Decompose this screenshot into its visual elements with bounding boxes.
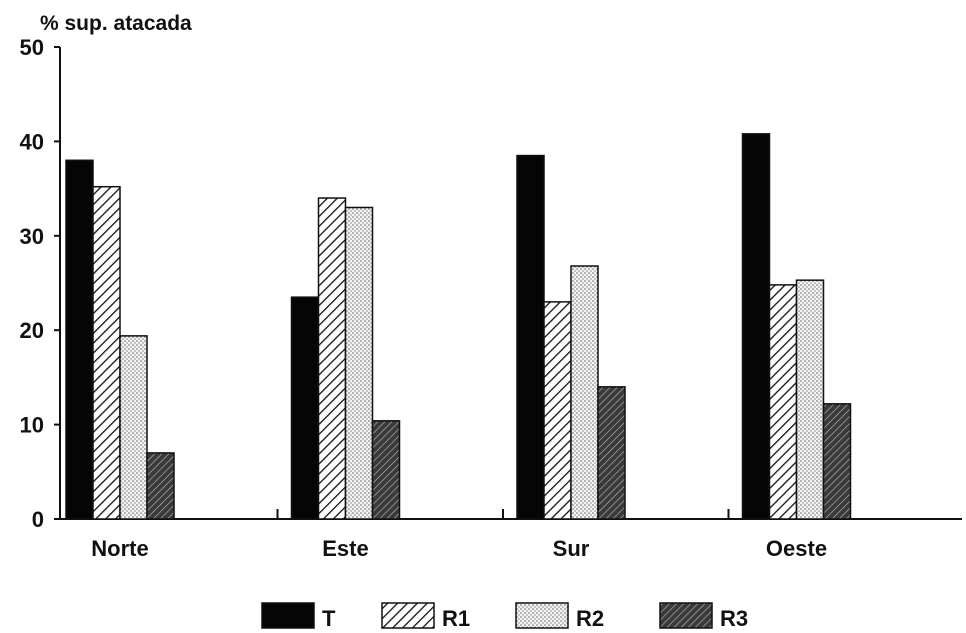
y-axis-labels: 0 10 20 30 40 50 [20,35,44,532]
bar-r2-sur [570,265,599,520]
y-tick-label: 0 [32,507,44,532]
bar-t-oeste [741,133,771,520]
legend-label-r2: R2 [576,606,604,631]
bar-r3-este [371,420,401,520]
legend-label-r3: R3 [720,606,748,631]
legend-label-t: T [322,606,336,631]
bar-r3-norte [146,452,175,520]
y-tick-label: 10 [20,413,44,438]
legend: T R1 R2 R3 [261,602,748,631]
legend-swatch-t [261,602,315,629]
bar-t-sur [516,154,545,520]
bar-r1-este [317,197,347,520]
bar-t-norte [65,159,94,520]
y-axis-title: % sup. atacada [40,12,192,35]
x-tick-label-oeste: Oeste [766,536,827,561]
y-tick-label: 30 [20,224,44,249]
bar-r1-sur [543,301,572,520]
bar-r2-norte [119,335,148,520]
bar-r3-oeste [822,403,852,520]
legend-swatch-r2 [515,602,569,629]
legend-swatch-r3 [659,602,713,629]
x-axis-labels: Norte Este Sur Oeste [91,536,827,561]
legend-label-r1: R1 [442,606,470,631]
y-tick-label: 40 [20,129,44,154]
bar-r2-este [344,206,374,520]
x-tick-label-norte: Norte [91,536,148,561]
bar-r1-norte [92,185,121,520]
x-tick-label-este: Este [322,536,368,561]
x-tick-label-sur: Sur [553,536,590,561]
bars-group [65,133,852,520]
bar-r2-oeste [795,279,825,520]
legend-swatch-r1 [381,602,435,629]
bar-r3-sur [597,386,626,520]
bar-r1-oeste [768,284,798,520]
bar-t-este [290,296,320,520]
y-tick-label: 50 [20,35,44,60]
y-tick-label: 20 [20,318,44,343]
